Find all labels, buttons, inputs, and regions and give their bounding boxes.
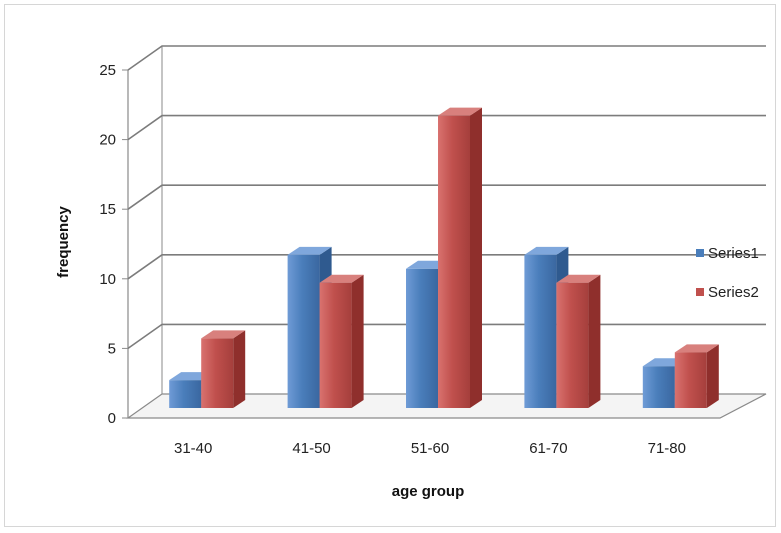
- legend-swatch-series1: [696, 249, 704, 257]
- bar-side: [706, 344, 719, 408]
- bar-top: [438, 107, 482, 116]
- y-tick-label: 10: [99, 271, 116, 288]
- y-tick-label: 25: [99, 62, 116, 79]
- bar-front: [169, 380, 202, 408]
- legend-swatch-series2: [696, 288, 704, 296]
- bar-series2-71-80: [674, 344, 719, 408]
- bar-front: [406, 268, 438, 408]
- bar-front: [201, 338, 234, 408]
- bar-front: [674, 352, 707, 408]
- bar-front: [642, 366, 675, 408]
- bar-top: [287, 246, 332, 255]
- bar-front: [287, 254, 320, 408]
- gridline: [127, 45, 766, 71]
- x-tick-label: 41-50: [292, 440, 330, 457]
- legend: Series1 Series2: [696, 245, 759, 301]
- bar-front: [319, 282, 352, 408]
- y-axis-title: frequency: [55, 206, 72, 278]
- legend-label-series2: Series2: [708, 284, 759, 301]
- y-axis-ticks: 0 5 10 15 20 25: [99, 62, 116, 427]
- legend-label-series1: Series1: [708, 245, 759, 262]
- x-axis-ticks: 31-40 41-50 51-60 61-70 71-80: [174, 440, 686, 457]
- x-tick-label: 61-70: [529, 440, 567, 457]
- bar-top: [201, 330, 246, 339]
- x-axis-title: age group: [392, 483, 465, 500]
- bar-top: [319, 274, 364, 283]
- x-tick-label: 71-80: [648, 440, 686, 457]
- bar-front: [556, 282, 589, 408]
- bar-series2-41-50: [319, 274, 364, 408]
- bar-top: [674, 344, 719, 353]
- bars: [169, 107, 719, 409]
- bar-side: [351, 274, 364, 408]
- bar-top: [524, 246, 569, 255]
- bar-side: [233, 330, 246, 408]
- y-tick-label: 5: [108, 340, 116, 357]
- y-tick-label: 0: [108, 410, 116, 427]
- chart-frame: [4, 4, 776, 527]
- gridline: [127, 114, 766, 141]
- y-tick-label: 15: [99, 201, 116, 218]
- bar-series2-51-60: [438, 107, 482, 409]
- bar-top: [556, 274, 601, 283]
- gridline: [127, 184, 766, 210]
- y-tick-label: 20: [99, 132, 116, 149]
- x-tick-label: 51-60: [411, 440, 449, 457]
- bar-side: [588, 274, 601, 408]
- bar-side: [470, 107, 482, 409]
- x-tick-label: 31-40: [174, 440, 212, 457]
- bar-front: [524, 254, 557, 408]
- bar-series2-61-70: [556, 274, 601, 408]
- bar-front: [438, 115, 470, 409]
- bar-series2-31-40: [201, 330, 246, 408]
